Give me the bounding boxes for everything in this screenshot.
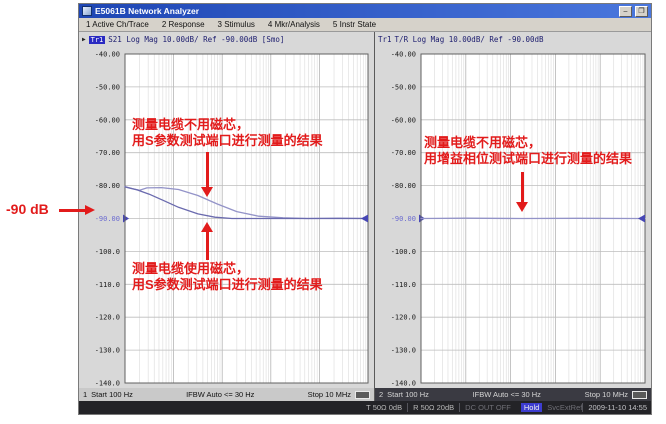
channel-area: ▶ Tr1 S21 Log Mag 10.00dB/ Ref -90.00dB …: [79, 32, 651, 401]
annotation-arrow-down-icon: [201, 187, 213, 197]
svg-text:-40.00: -40.00: [391, 51, 416, 59]
ext-ref-indicator: ExtRef: [559, 403, 583, 412]
svg-text:-40.00: -40.00: [95, 51, 120, 59]
window-title: E5061B Network Analyzer: [95, 6, 200, 16]
annotation-line: 测量电缆不用磁芯，: [424, 135, 542, 150]
svc-indicator: Svc: [547, 403, 560, 412]
analyzer-window: E5061B Network Analyzer – ❐ 1 Active Ch/…: [78, 3, 652, 415]
menu-response[interactable]: 2 Response: [161, 20, 205, 29]
annotation-with-core-sparam: 测量电缆使用磁芯， 用S参数测试端口进行测量的结果: [132, 261, 323, 293]
annotation-arrow-down-line: [521, 172, 524, 203]
menu-mkr-analysis[interactable]: 4 Mkr/Analysis: [267, 20, 320, 29]
channel-1-plot-wrap: -40.00 -50.00 -60.00 -70.00 -80.00 -90.00 -100…: [79, 46, 374, 388]
svg-text:-110.0: -110.0: [95, 281, 120, 289]
svg-text:-60.00: -60.00: [95, 116, 120, 124]
svg-text:-50.00: -50.00: [95, 83, 120, 91]
channel-1-start: Start 100 Hz: [91, 390, 133, 399]
channel-1-status-bar: 1 Start 100 Hz IFBW Auto <= 30 Hz Stop 1…: [79, 388, 374, 401]
app-icon: [82, 6, 92, 16]
channel-1-panel: ▶ Tr1 S21 Log Mag 10.00dB/ Ref -90.00dB …: [79, 32, 375, 401]
annotation-arrow-down-line: [206, 152, 209, 188]
t-port-setting: T 50Ω 0dB: [366, 403, 403, 412]
menu-instr-state[interactable]: 5 Instr State: [332, 20, 377, 29]
annotation-arrow-up-icon: [201, 222, 213, 232]
channel-1-trace-settings: S21 Log Mag 10.00dB/ Ref -90.00dB [Smo]: [108, 35, 285, 44]
channel-2-status-bar: 2 Start 100 Hz IFBW Auto <= 30 Hz Stop 1…: [375, 388, 651, 401]
annotation-no-core-sparam: 测量电缆不用磁芯， 用S参数测试端口进行测量的结果: [132, 117, 323, 149]
channel-1-ifbw: IFBW Auto <= 30 Hz: [186, 390, 255, 399]
channel-2-trace-header: Tr1 T/R Log Mag 10.00dB/ Ref -90.00dB: [375, 32, 651, 46]
r-port-setting: R 50Ω 20dB: [407, 403, 459, 412]
channel-1-plot[interactable]: -40.00 -50.00 -60.00 -70.00 -80.00 -90.00 -100…: [79, 46, 374, 388]
annotation-line: 用S参数测试端口进行测量的结果: [132, 277, 323, 292]
menu-bar: 1 Active Ch/Trace 2 Response 3 Stimulus …: [79, 18, 651, 32]
annotation-line: 用增益相位测试端口进行测量的结果: [424, 151, 633, 166]
svg-text:-140.0: -140.0: [391, 380, 416, 388]
window-titlebar[interactable]: E5061B Network Analyzer – ❐: [79, 4, 651, 18]
svg-text:-100.0: -100.0: [391, 248, 416, 256]
annotation-arrow-down-icon: [516, 202, 528, 212]
active-trace-marker-icon: ▶: [82, 36, 86, 43]
channel-2-stop: Stop 10 MHz: [584, 390, 628, 399]
annotation-no-core-gainphase: 测量电缆不用磁芯， 用增益相位测试端口进行测量的结果: [424, 135, 632, 167]
minimize-button[interactable]: –: [619, 5, 632, 17]
external-ref-level-label: -90 dB: [6, 201, 49, 217]
channel-2-trace-settings: T/R Log Mag 10.00dB/ Ref -90.00dB: [394, 35, 544, 44]
dc-output-status: DC OUT OFF: [459, 403, 516, 412]
svg-text:-120.0: -120.0: [391, 314, 416, 322]
channel-1-trace-header: ▶ Tr1 S21 Log Mag 10.00dB/ Ref -90.00dB …: [79, 32, 374, 46]
svg-text:-110.0: -110.0: [391, 281, 416, 289]
menu-active-ch-trace[interactable]: 1 Active Ch/Trace: [86, 20, 149, 29]
svg-text:-140.0: -140.0: [95, 380, 120, 388]
annotation-line: 测量电缆使用磁芯，: [132, 261, 250, 276]
channel-1-number: 1: [83, 390, 88, 399]
channel-2-panel: Tr1 T/R Log Mag 10.00dB/ Ref -90.00dB -4…: [375, 32, 651, 401]
restore-button[interactable]: ❐: [635, 5, 648, 17]
channel-2-plot[interactable]: -40.00 -50.00 -60.00 -70.00 -80.00 -90.00 -100…: [375, 46, 651, 388]
channel-2-sweep-indicator: [632, 390, 647, 399]
svg-text:-80.00: -80.00: [391, 182, 416, 190]
svg-text:-90.00: -90.00: [391, 215, 416, 223]
instrument-status-bar: T 50Ω 0dB R 50Ω 20dB DC OUT OFF Hold Svc…: [79, 401, 651, 414]
channel-2-number: 2: [379, 390, 384, 399]
clock: 2009-11-10 14:55: [582, 403, 647, 412]
svg-text:-100.0: -100.0: [95, 248, 120, 256]
ref-level-arrow-head-icon: [85, 205, 95, 215]
svg-text:-60.00: -60.00: [391, 116, 416, 124]
svg-text:-70.00: -70.00: [95, 149, 120, 157]
annotation-arrow-up-line: [206, 231, 209, 260]
channel-2-ifbw: IFBW Auto <= 30 Hz: [472, 390, 541, 399]
svg-text:-120.0: -120.0: [95, 314, 120, 322]
svg-text:-70.00: -70.00: [391, 149, 416, 157]
channel-1-trace-badge: Tr1: [88, 35, 106, 44]
svg-text:-80.00: -80.00: [95, 182, 120, 190]
ref-level-arrow-line: [59, 209, 86, 212]
svg-text:-130.0: -130.0: [391, 347, 416, 355]
svg-text:-50.00: -50.00: [391, 83, 416, 91]
annotation-line: 用S参数测试端口进行测量的结果: [132, 133, 323, 148]
menu-stimulus[interactable]: 3 Stimulus: [217, 20, 255, 29]
channel-2-start: Start 100 Hz: [387, 390, 429, 399]
trigger-hold-badge: Hold: [520, 403, 543, 412]
channel-2-plot-wrap: -40.00 -50.00 -60.00 -70.00 -80.00 -90.00 -100…: [375, 46, 651, 388]
channel-1-sweep-indicator: [355, 390, 370, 399]
svg-text:-90.00: -90.00: [95, 215, 120, 223]
annotation-line: 测量电缆不用磁芯，: [132, 117, 250, 132]
channel-1-stop: Stop 10 MHz: [307, 390, 351, 399]
svg-text:-130.0: -130.0: [95, 347, 120, 355]
channel-2-trace-label: Tr1: [378, 35, 392, 44]
